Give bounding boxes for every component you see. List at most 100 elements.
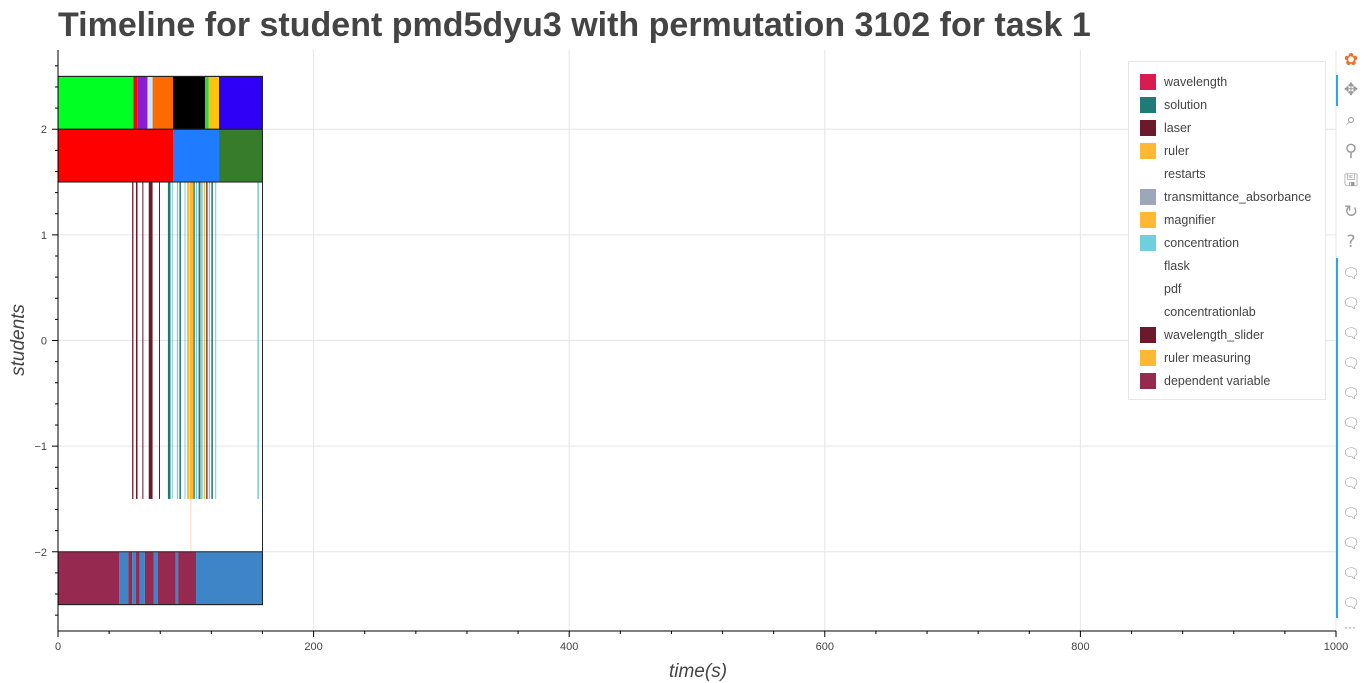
y-tick-label: −2 bbox=[34, 547, 47, 559]
legend-label: concentration bbox=[1164, 235, 1240, 250]
event-bar bbox=[179, 182, 181, 499]
reset-icon[interactable]: ↻ bbox=[1339, 200, 1363, 224]
legend-label: flask bbox=[1164, 258, 1190, 273]
x-tick-label: 600 bbox=[816, 641, 834, 653]
x-tick-label: 1000 bbox=[1324, 641, 1348, 653]
hover-icon[interactable]: 🗨 bbox=[1339, 532, 1363, 556]
legend-item[interactable]: wavelength bbox=[1129, 70, 1325, 93]
legend-swatch bbox=[1140, 188, 1156, 205]
legend-item[interactable]: transmittance_absorbance bbox=[1129, 185, 1325, 208]
event-bar bbox=[132, 182, 134, 499]
legend-swatch bbox=[1140, 142, 1156, 159]
event-bar bbox=[201, 182, 203, 499]
legend-swatch bbox=[1140, 165, 1156, 182]
hover-glyph: 🗨 bbox=[1342, 476, 1360, 492]
wheel-zoom-icon[interactable]: ⚲ bbox=[1339, 139, 1363, 163]
legend-item[interactable]: solution bbox=[1129, 93, 1325, 116]
legend-label: concentrationlab bbox=[1164, 304, 1256, 319]
box-zoom-icon-glyph: ⌕ bbox=[1346, 109, 1356, 130]
legend-label: ruler measuring bbox=[1164, 350, 1251, 365]
chart-legend: wavelength solution laser ruler restarts tran… bbox=[1128, 61, 1326, 400]
timeline-segment bbox=[178, 551, 197, 605]
bokeh-logo-icon-glyph: ✿ bbox=[1343, 49, 1359, 70]
legend-label: ruler bbox=[1164, 143, 1190, 158]
legend-item[interactable]: ruler bbox=[1129, 139, 1325, 162]
hover-icon[interactable]: 🗨 bbox=[1339, 502, 1363, 526]
toolbar-more-icon[interactable]: ··· bbox=[1344, 620, 1356, 634]
axes: 0 200 400 600 800 1000 −2 −1 0 1 2 bbox=[34, 50, 1348, 653]
save-icon[interactable]: 🖫 bbox=[1339, 169, 1363, 193]
y-tick-label: −1 bbox=[34, 441, 47, 453]
hover-icon[interactable]: 🗨 bbox=[1339, 562, 1363, 586]
legend-item[interactable]: ruler measuring bbox=[1129, 346, 1325, 369]
legend-label: solution bbox=[1164, 97, 1208, 112]
hover-glyph: 🗨 bbox=[1342, 566, 1360, 582]
timeline-segment bbox=[135, 551, 140, 605]
legend-item[interactable]: pdf bbox=[1129, 277, 1325, 300]
timeline-segment bbox=[153, 551, 158, 605]
legend-label: laser bbox=[1164, 120, 1192, 135]
event-bar bbox=[206, 182, 208, 499]
hover-glyph: 🗨 bbox=[1342, 266, 1360, 282]
pan-icon[interactable]: ✥ bbox=[1339, 78, 1363, 102]
hover-icon[interactable]: 🗨 bbox=[1339, 382, 1363, 406]
timeline-segment bbox=[152, 76, 174, 130]
chart-bars bbox=[57, 75, 263, 606]
event-bar bbox=[148, 182, 153, 499]
timeline-segment bbox=[147, 76, 153, 130]
legend-item[interactable]: laser bbox=[1129, 116, 1325, 139]
event-bar bbox=[142, 182, 144, 499]
hover-icon[interactable]: 🗨 bbox=[1339, 592, 1363, 616]
legend-item[interactable]: dependent variable bbox=[1129, 369, 1325, 392]
hover-icon[interactable]: 🗨 bbox=[1339, 322, 1363, 346]
timeline-segment bbox=[157, 551, 176, 605]
hover-glyph: 🗨 bbox=[1342, 416, 1360, 432]
timeline-segment bbox=[219, 76, 263, 130]
legend-item[interactable]: wavelength_slider bbox=[1129, 323, 1325, 346]
hover-icon[interactable]: 🗨 bbox=[1339, 472, 1363, 496]
help-icon[interactable]: ? bbox=[1339, 230, 1363, 254]
legend-item[interactable]: flask bbox=[1129, 254, 1325, 277]
hover-glyph: 🗨 bbox=[1342, 506, 1360, 522]
page-title: Timeline for student pmd5dyu3 with permu… bbox=[58, 6, 1091, 44]
hover-active-indicator bbox=[1336, 258, 1338, 618]
hover-icon[interactable]: 🗨 bbox=[1339, 352, 1363, 376]
timeline-segment bbox=[204, 76, 209, 130]
hover-icon[interactable]: 🗨 bbox=[1339, 442, 1363, 466]
event-bar bbox=[198, 182, 201, 499]
hover-glyph: 🗨 bbox=[1342, 536, 1360, 552]
event-bar bbox=[167, 182, 171, 499]
legend-label: dependent variable bbox=[1164, 373, 1271, 388]
event-bar bbox=[135, 182, 138, 499]
legend-swatch bbox=[1140, 211, 1156, 228]
x-tick-label: 400 bbox=[560, 641, 578, 653]
y-axis-title: students bbox=[8, 304, 29, 376]
hover-icon[interactable]: 🗨 bbox=[1339, 292, 1363, 316]
x-tick-label: 800 bbox=[1071, 641, 1089, 653]
timeline-segment bbox=[144, 551, 154, 605]
hover-glyph: 🗨 bbox=[1342, 386, 1360, 402]
hover-icon[interactable]: 🗨 bbox=[1339, 412, 1363, 436]
legend-swatch bbox=[1140, 119, 1156, 136]
timeline-segment bbox=[173, 76, 205, 130]
legend-swatch bbox=[1140, 280, 1156, 297]
legend-label: pdf bbox=[1164, 281, 1182, 296]
event-bar bbox=[158, 182, 160, 499]
legend-label: wavelength_slider bbox=[1164, 327, 1265, 342]
hover-glyph: 🗨 bbox=[1342, 296, 1360, 312]
legend-item[interactable]: concentration bbox=[1129, 231, 1325, 254]
legend-swatch bbox=[1140, 257, 1156, 274]
x-tick-label: 200 bbox=[304, 641, 322, 653]
legend-swatch bbox=[1140, 234, 1156, 251]
legend-item[interactable]: magnifier bbox=[1129, 208, 1325, 231]
timeline-segment bbox=[175, 551, 179, 605]
box-zoom-icon[interactable]: ⌕ bbox=[1339, 108, 1363, 132]
bokeh-logo-icon[interactable]: ✿ bbox=[1339, 48, 1363, 72]
legend-item[interactable]: restarts bbox=[1129, 162, 1325, 185]
event-bar bbox=[189, 182, 194, 499]
legend-item[interactable]: concentrationlab bbox=[1129, 300, 1325, 323]
legend-swatch bbox=[1140, 96, 1156, 113]
legend-swatch bbox=[1140, 73, 1156, 90]
hover-icon[interactable]: 🗨 bbox=[1339, 262, 1363, 286]
